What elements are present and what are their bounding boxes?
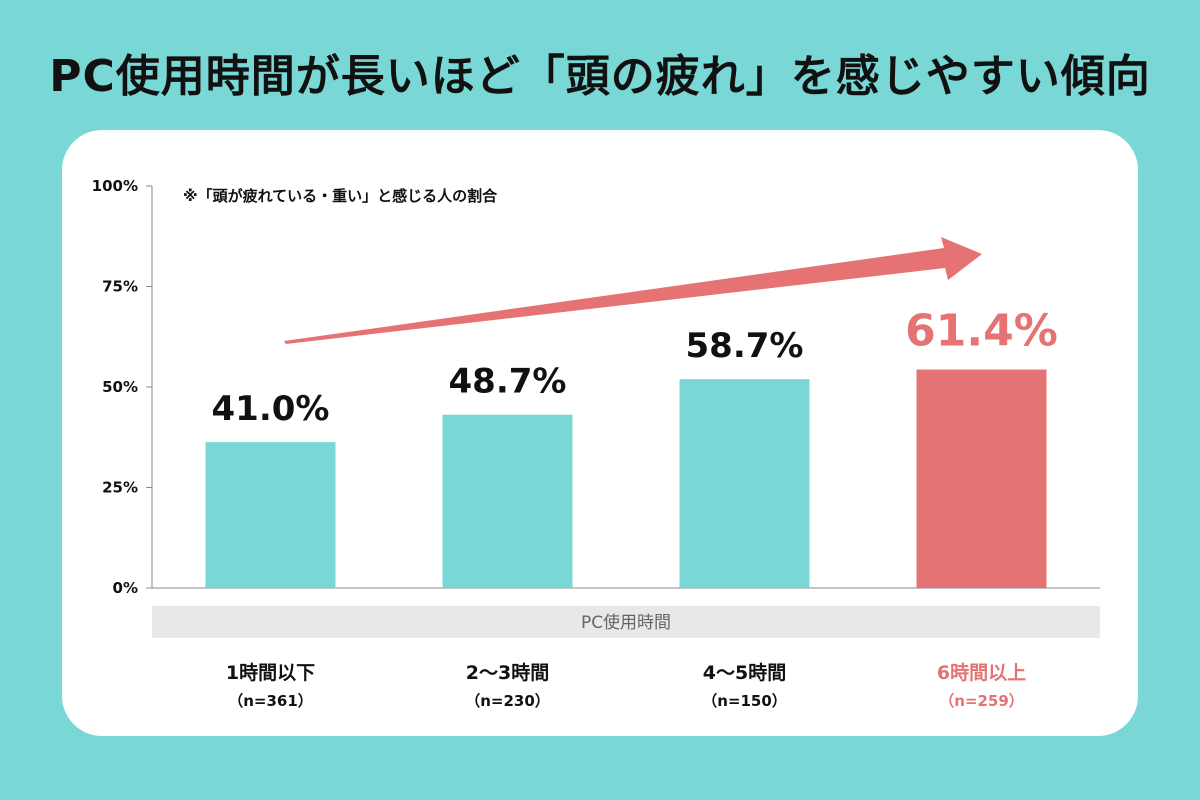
bar	[442, 414, 573, 588]
x-axis-label: PC使用時間	[581, 612, 671, 633]
bars-group: 41.0% 48.7% 58.7% 61.4%	[205, 306, 1058, 588]
bar-value-label: 58.7%	[686, 326, 804, 366]
category-label: 1時間以下	[226, 662, 315, 684]
bar-value-label: 41.0%	[212, 389, 330, 429]
x-axis-band	[152, 606, 1100, 638]
page-title: PC使用時間が長いほど「頭の疲れ」を感じやすい傾向	[49, 51, 1151, 102]
y-tick-label: 50%	[102, 378, 138, 396]
bar-value-label: 48.7%	[449, 362, 567, 402]
bar	[916, 369, 1047, 588]
y-tick-label: 100%	[92, 177, 138, 195]
y-tick-label: 25%	[102, 479, 138, 497]
category-label: 4〜5時間	[703, 662, 786, 684]
y-axis-ticks: 0% 25% 50% 75% 100%	[92, 177, 152, 597]
bar	[679, 379, 810, 588]
sample-size-label: （n=361）	[228, 692, 313, 710]
trend-arrow-shape	[284, 237, 982, 344]
category-labels: 1時間以下 （n=361） 2〜3時間 （n=230） 4〜5時間 （n=150） 6時間以…	[226, 662, 1026, 710]
y-tick-label: 75%	[102, 278, 138, 296]
bar-value-label: 61.4%	[905, 306, 1058, 357]
y-tick-label: 0%	[113, 579, 138, 597]
category-label: 6時間以上	[937, 662, 1026, 684]
bar	[205, 442, 336, 588]
sample-size-label: （n=150）	[702, 692, 787, 710]
category-label: 2〜3時間	[466, 662, 549, 684]
chart-note: ※「頭が疲れている・重い」と感じる人の割合	[183, 187, 498, 205]
sample-size-label: （n=230）	[465, 692, 550, 710]
sample-size-label: （n=259）	[939, 692, 1024, 710]
trend-arrow	[284, 237, 982, 344]
